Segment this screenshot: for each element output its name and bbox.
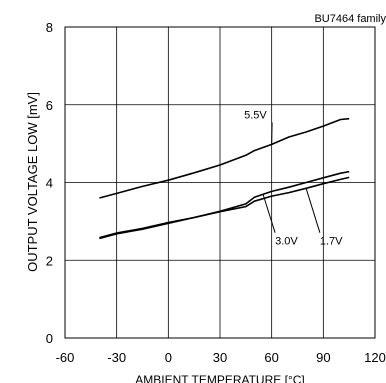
- x-tick-label: -60: [56, 350, 75, 365]
- x-tick-label: 60: [264, 350, 278, 365]
- series-line-5-5v: [99, 117, 350, 199]
- annotation-leader: [262, 194, 276, 233]
- tick-labels: -60 -30 0 30 60 90 120 0 2 4 6 8: [46, 20, 386, 365]
- gridlines: [65, 27, 375, 338]
- x-tick-label: 30: [213, 350, 227, 365]
- x-tick-label: 0: [165, 350, 172, 365]
- x-tick-label: -30: [107, 350, 126, 365]
- y-tick-label: 8: [46, 20, 53, 35]
- annotation-labels: 5.5V 3.0V 1.7V: [244, 109, 343, 247]
- annotation-label: 5.5V: [244, 109, 267, 121]
- plot-frame: [64, 26, 376, 339]
- x-tick-label: 90: [316, 350, 330, 365]
- y-axis-label: OUTPUT VOLTAGE LOW [mV]: [25, 92, 40, 272]
- annotation-label: 1.7V: [320, 236, 343, 248]
- x-tick-label: 120: [364, 350, 386, 365]
- annotation-leaders: [262, 122, 321, 233]
- x-axis-label: AMBIENT TEMPERATURE [°C]: [135, 373, 305, 383]
- chart-subtitle: BU7464 family: [314, 13, 386, 25]
- y-tick-label: 4: [46, 176, 53, 191]
- y-tick-label: 6: [46, 98, 53, 113]
- series-line-1-7v: [99, 176, 350, 240]
- annotation-label: 3.0V: [275, 236, 298, 248]
- y-tick-label: 2: [46, 253, 53, 268]
- series-lines: [99, 117, 350, 240]
- y-tick-label: 0: [46, 331, 53, 346]
- annotation-leader: [305, 188, 321, 233]
